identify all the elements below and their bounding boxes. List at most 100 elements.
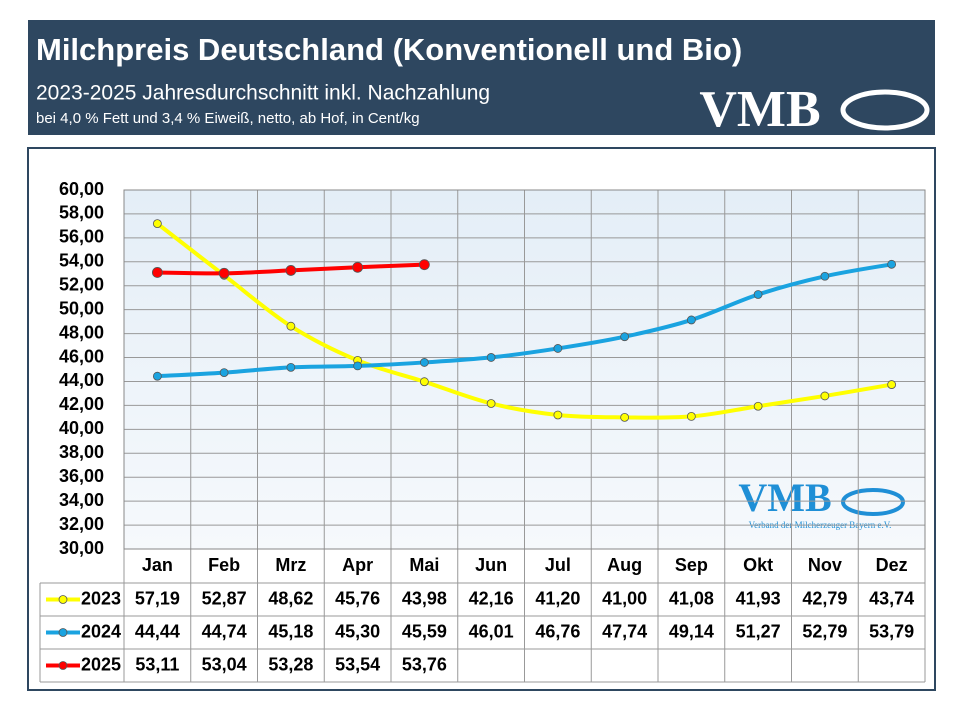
y-tick-label: 60,00 (59, 179, 104, 199)
x-tick-label: Apr (342, 555, 373, 575)
table-value: 42,79 (802, 588, 847, 608)
series-marker (620, 332, 630, 342)
legend-marker (58, 628, 68, 637)
watermark: VMB (738, 475, 831, 520)
table-value: 46,76 (535, 621, 580, 641)
table-value: 42,16 (469, 588, 514, 608)
table-value: 43,98 (402, 588, 447, 608)
series-marker (219, 368, 229, 378)
subtitle: 2023-2025 Jahresdurchschnitt inkl. Nachz… (36, 82, 490, 105)
table-value: 47,74 (602, 621, 647, 641)
table-value: 45,76 (335, 588, 380, 608)
table-value: 41,08 (669, 588, 714, 608)
legend-marker (58, 661, 68, 670)
logo: VMB (699, 81, 820, 138)
x-tick-label: Mai (409, 555, 439, 575)
series-marker (486, 353, 496, 362)
legend-label: 2025 (81, 654, 121, 674)
x-tick-label: Jul (545, 555, 571, 575)
series-marker (753, 401, 763, 411)
table-value: 48,62 (268, 588, 313, 608)
series-marker (152, 219, 162, 229)
y-tick-label: 56,00 (59, 227, 104, 247)
series-marker (286, 321, 296, 331)
table-value: 53,54 (335, 654, 380, 674)
series-marker (352, 261, 364, 273)
title: Milchpreis Deutschland (Konventionell un… (36, 32, 742, 67)
table-value: 45,30 (335, 621, 380, 641)
table-value: 44,44 (135, 621, 180, 641)
y-tick-label: 30,00 (59, 538, 104, 558)
series-marker (553, 344, 563, 353)
x-tick-label: Sep (675, 555, 708, 575)
table-value: 45,18 (268, 621, 313, 641)
table-value: 52,87 (202, 588, 247, 608)
y-tick-label: 50,00 (59, 298, 104, 318)
table-value: 53,11 (135, 654, 179, 674)
y-tick-label: 36,00 (59, 466, 104, 486)
legend-label: 2024 (81, 621, 121, 641)
x-tick-label: Jan (142, 555, 173, 575)
table-value: 41,00 (602, 588, 647, 608)
header (28, 20, 935, 135)
y-tick-label: 38,00 (59, 442, 104, 462)
series-marker (820, 271, 830, 281)
note: bei 4,0 % Fett und 3,4 % Eiweiß, netto, … (36, 110, 420, 127)
table-value: 53,04 (202, 654, 247, 674)
y-tick-label: 58,00 (59, 203, 104, 223)
y-tick-label: 34,00 (59, 490, 104, 510)
table-value: 41,20 (535, 588, 580, 608)
x-tick-label: Nov (808, 555, 842, 575)
series-marker (887, 380, 897, 389)
x-tick-label: Jun (475, 555, 507, 575)
table-value: 57,19 (135, 588, 180, 608)
series-marker (753, 290, 763, 299)
table-value: 46,01 (469, 621, 514, 641)
table-value: 45,59 (402, 621, 447, 641)
table-value: 43,74 (869, 588, 914, 608)
x-tick-label: Mrz (275, 555, 306, 575)
series-marker (419, 358, 429, 367)
series-marker (419, 377, 429, 387)
y-tick-label: 54,00 (59, 251, 104, 271)
plot-border (123, 189, 926, 550)
series-marker (151, 267, 163, 278)
series-marker (686, 412, 696, 421)
legend-marker (58, 595, 68, 604)
series-marker (218, 267, 230, 279)
x-tick-label: Okt (743, 555, 773, 575)
table-value: 41,93 (736, 588, 781, 608)
x-tick-label: Dez (876, 555, 908, 575)
series-marker (285, 265, 297, 276)
logo-swoosh (840, 89, 930, 131)
series-marker (887, 259, 897, 269)
table-value: 49,14 (669, 621, 714, 641)
series-marker (686, 315, 696, 325)
series-marker (486, 399, 496, 408)
legend-label: 2023 (81, 588, 121, 608)
x-tick-label: Feb (208, 555, 240, 575)
table-value: 53,79 (869, 621, 914, 641)
table-value: 51,27 (736, 621, 781, 641)
series-marker (286, 362, 296, 372)
watermark-swoosh (841, 488, 905, 516)
y-tick-label: 42,00 (59, 394, 104, 414)
table-value: 52,79 (802, 621, 847, 641)
x-tick-label: Aug (607, 555, 642, 575)
series-marker (152, 371, 162, 381)
y-tick-label: 46,00 (59, 346, 104, 366)
series-marker (553, 410, 563, 420)
series-line (157, 262, 892, 379)
table-value: 53,28 (268, 654, 313, 674)
table-value: 44,74 (202, 621, 247, 641)
y-tick-label: 48,00 (59, 322, 104, 342)
y-tick-label: 40,00 (59, 418, 104, 438)
y-tick-label: 32,00 (59, 514, 104, 534)
series-marker (820, 391, 830, 401)
series-marker (353, 361, 363, 371)
y-tick-label: 44,00 (59, 370, 104, 390)
series-marker (620, 412, 630, 422)
chart: 30,00 32,00 34,00 36,00 38,00 40,00 42,00 44,00… (39, 179, 926, 683)
y-tick-label: 52,00 (59, 274, 104, 294)
